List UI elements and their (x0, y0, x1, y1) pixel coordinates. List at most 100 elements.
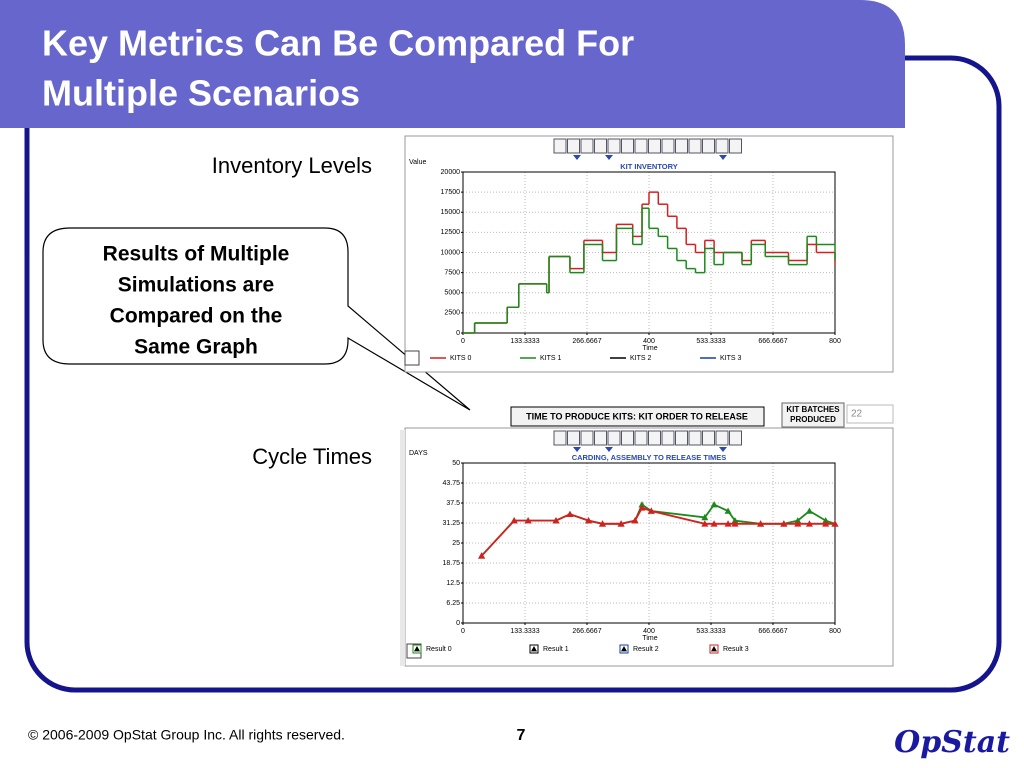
point-marker (731, 520, 739, 527)
y-tick-label: 0 (456, 620, 460, 627)
toolbar-button[interactable] (634, 138, 648, 154)
point-marker (701, 520, 709, 527)
toolbar-button[interactable] (729, 138, 742, 154)
y-tick-label: 12.5 (446, 580, 460, 587)
legend-label: Result 3 (723, 646, 749, 653)
toolbar-button[interactable] (553, 138, 567, 154)
point-marker (831, 520, 839, 527)
y-tick-label: 6.25 (446, 600, 460, 607)
toolbar-button[interactable] (688, 138, 702, 154)
point-marker (566, 510, 574, 517)
toolbar-button[interactable] (607, 430, 621, 446)
y-tick-label: 25 (452, 540, 460, 547)
point-marker (757, 520, 765, 527)
toolbar-button[interactable] (567, 430, 580, 446)
point-marker (647, 507, 655, 514)
toolbar-button[interactable] (675, 430, 688, 446)
toolbar-button[interactable] (553, 430, 567, 446)
point-marker (710, 520, 718, 527)
logo: OpStat (894, 725, 1010, 760)
y-axis-label: Value (409, 159, 426, 166)
toolbar-button[interactable] (648, 430, 661, 446)
toolbar-button[interactable] (702, 138, 715, 154)
point-marker (724, 520, 732, 527)
batches-field (846, 404, 894, 424)
toolbar-button[interactable] (621, 430, 634, 446)
toolbar-button[interactable] (621, 138, 634, 154)
toolbar-button[interactable] (607, 138, 621, 154)
y-tick-label: 37.5 (446, 500, 460, 507)
x-tick-label: 800 (829, 628, 841, 635)
legend-marker (531, 646, 537, 652)
x-tick-label: 800 (829, 338, 841, 345)
point-marker (731, 517, 739, 524)
point-marker (710, 501, 718, 508)
toolbar-button[interactable] (715, 138, 729, 154)
plot-area (462, 462, 836, 624)
footer: © 2006-2009 OpStat Group Inc. All rights… (28, 727, 345, 743)
point-marker (552, 517, 560, 524)
point-marker (478, 552, 486, 559)
toolbar-button[interactable] (702, 430, 715, 446)
toolbar-button[interactable] (715, 430, 729, 446)
batches-label: KIT BATCHES (786, 405, 840, 414)
y-tick-label: 2500 (444, 310, 460, 317)
batches-label: PRODUCED (790, 415, 836, 424)
callout-text: Simulations are (118, 274, 274, 297)
x-tick-label: 0 (461, 338, 465, 345)
toolbar-button[interactable] (675, 138, 688, 154)
toolbar-button[interactable] (594, 138, 607, 154)
x-tick-label: 400 (643, 338, 655, 345)
legend-label: KITS 2 (630, 355, 652, 362)
slide-title: Key Metrics Can Be Compared For (42, 23, 634, 64)
toolbar-marker (573, 447, 581, 452)
x-tick-label: 533.3333 (696, 628, 725, 635)
point-marker (638, 501, 646, 508)
toolbar-button[interactable] (634, 430, 648, 446)
legend-label: KITS 0 (450, 355, 472, 362)
legend-label: KITS 3 (720, 355, 742, 362)
section-label: Cycle Times (252, 444, 372, 469)
corner-box (404, 350, 420, 366)
toolbar-button[interactable] (648, 138, 661, 154)
y-tick-label: 0 (456, 330, 460, 337)
toolbar-button[interactable] (661, 138, 675, 154)
point-marker (794, 520, 802, 527)
legend-marker (711, 646, 717, 652)
callout (42, 227, 471, 411)
x-tick-label: 0 (461, 628, 465, 635)
legend-label: Result 2 (633, 646, 659, 653)
point-marker (794, 517, 802, 524)
toolbar-button[interactable] (661, 430, 675, 446)
point-marker (510, 517, 518, 524)
y-tick-label: 31.25 (442, 520, 460, 527)
x-axis-label: Time (642, 345, 657, 352)
slide-title: Multiple Scenarios (42, 73, 360, 114)
batches-value: 22 (851, 409, 863, 420)
toolbar-button[interactable] (580, 138, 594, 154)
toolbar-button[interactable] (594, 430, 607, 446)
x-tick-label: 666.6667 (758, 628, 787, 635)
point-marker (599, 520, 606, 527)
point-marker (805, 520, 813, 527)
toolbar-button[interactable] (567, 138, 580, 154)
report-button[interactable] (510, 406, 765, 427)
y-tick-label: 10000 (441, 249, 461, 256)
report-button-text: TIME TO PRODUCE KITS: KIT ORDER TO RELEA… (526, 411, 748, 421)
section-label: Inventory Levels (212, 153, 372, 178)
point-marker (805, 507, 813, 514)
toolbar-marker (719, 155, 727, 160)
toolbar-button[interactable] (580, 430, 594, 446)
callout-text: Compared on the (110, 305, 283, 328)
legend-marker (414, 646, 420, 652)
y-tick-label: 18.75 (442, 560, 460, 567)
toolbar-button[interactable] (688, 430, 702, 446)
x-tick-label: 133.3333 (510, 338, 539, 345)
x-tick-label: 266.6667 (572, 628, 601, 635)
x-tick-label: 533.3333 (696, 338, 725, 345)
toolbar-button[interactable] (729, 430, 742, 446)
y-tick-label: 20000 (441, 169, 461, 176)
chart-title: KIT INVENTORY (620, 162, 678, 171)
legend-label: Result 1 (543, 646, 569, 653)
toolbar-marker (605, 155, 613, 160)
